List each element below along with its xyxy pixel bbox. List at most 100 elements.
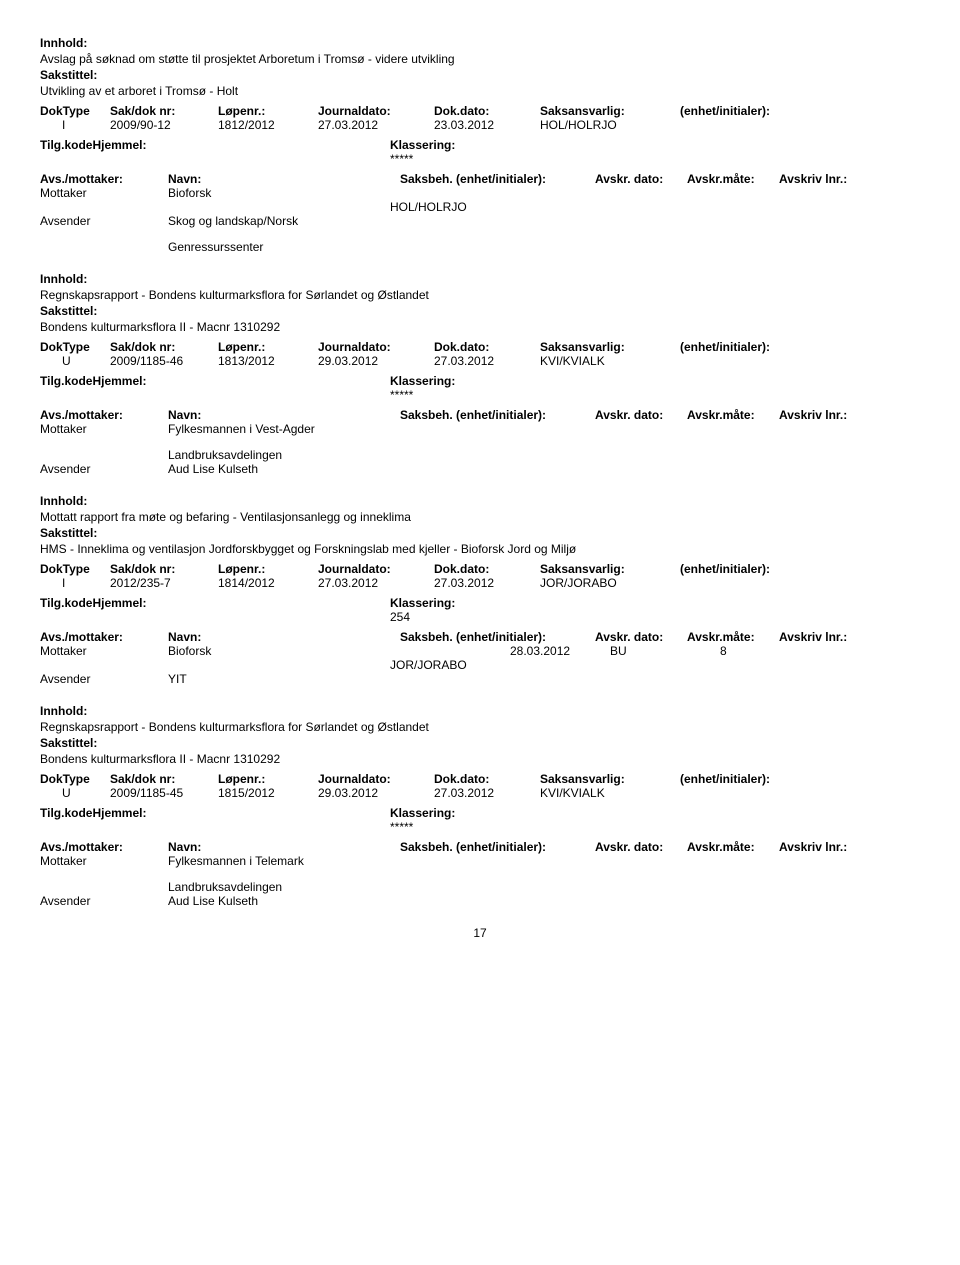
party-avskr-mate [610, 658, 720, 672]
party-role: Avsender [40, 894, 168, 908]
avs-mottaker-label: Avs./mottaker: [40, 840, 168, 854]
navn-label: Navn: [168, 630, 400, 644]
doktype-value: I [40, 576, 65, 590]
avs-mottaker-label: Avs./mottaker: [40, 630, 168, 644]
klassering-value: ***** [390, 820, 920, 834]
tilg-label-cell: Tilg.kodeHjemmel: [40, 806, 390, 820]
party-saksbeh-value [390, 214, 510, 228]
col-sakdok-value: 2009/1185-45 [110, 786, 218, 800]
party-avskr-lnr [720, 854, 920, 868]
party-saksbeh-value: HOL/HOLRJO [390, 200, 510, 214]
party-saksbeh-value [390, 240, 510, 254]
party-avskr-mate [610, 672, 720, 686]
col-dokdato-value: 27.03.2012 [434, 576, 540, 590]
tilg-label-cell: Tilg.kodeHjemmel: [40, 138, 390, 152]
navn-label: Navn: [168, 408, 400, 422]
tilgkode-label: Tilg.kode [40, 806, 92, 820]
party-avskr-dato [510, 880, 610, 894]
col-sakdok-label: Sak/dok nr: [110, 340, 218, 354]
col-journaldato-value: 29.03.2012 [318, 354, 434, 368]
klassering-label: Klassering: [390, 374, 920, 388]
party-avskr-lnr [720, 448, 920, 462]
party-role: Mottaker [40, 422, 168, 436]
party-row: AvsenderYIT [40, 672, 920, 686]
party-saksbeh-value [390, 880, 510, 894]
avskriv-lnr-label: Avskriv lnr.: [779, 840, 920, 854]
party-name: Skog og landskap/Norsk [168, 214, 390, 228]
klassering-label: Klassering: [390, 806, 920, 820]
journal-entry: Innhold:Regnskapsrapport - Bondens kultu… [40, 272, 920, 476]
tilg-klass-value: 254 [40, 610, 920, 624]
party-avskr-dato [510, 448, 610, 462]
party-row: MottakerBioforsk [40, 186, 920, 200]
innhold-label: Innhold: [40, 272, 920, 286]
col-journaldato-label: Journaldato: [318, 562, 434, 576]
party-row: JOR/JORABO [40, 658, 920, 672]
party-avskr-lnr: 8 [720, 644, 920, 658]
party-avskr-mate [610, 240, 720, 254]
col-lopenr-label: Løpenr.: [218, 104, 318, 118]
party-saksbeh-value [390, 186, 510, 200]
col-sakdok-label: Sak/dok nr: [110, 562, 218, 576]
party-saksbeh-value [390, 448, 510, 462]
party-avskr-mate [610, 200, 720, 214]
party-row: AvsenderAud Lise Kulseth [40, 462, 920, 476]
col-sakdok-label: Sak/dok nr: [110, 772, 218, 786]
party-name: Aud Lise Kulseth [168, 462, 390, 476]
doc-value-row: I2012/235-71814/201227.03.201227.03.2012… [40, 576, 920, 590]
col-sakdok-value: 2009/90-12 [110, 118, 218, 132]
col-saksansvarlig-value: KVI/KVIALK [540, 354, 680, 368]
party-avskr-lnr [720, 186, 920, 200]
klassering-label: Klassering: [390, 138, 920, 152]
avskr-dato-label: Avskr. dato: [595, 630, 687, 644]
hjemmel-label: Hjemmel: [92, 374, 146, 388]
klassering-value: ***** [390, 152, 920, 166]
innhold-label: Innhold: [40, 36, 920, 50]
col-doktype-label: DokType [40, 340, 110, 354]
col-sakdok-value: 2009/1185-46 [110, 354, 218, 368]
avs-mottaker-label: Avs./mottaker: [40, 172, 168, 186]
party-avskr-lnr [720, 894, 920, 908]
klassering-label: Klassering: [390, 596, 920, 610]
col-journaldato-label: Journaldato: [318, 340, 434, 354]
col-enhetinit-label: (enhet/initialer): [680, 562, 920, 576]
doc-value-row: U2009/1185-451815/201229.03.201227.03.20… [40, 786, 920, 800]
journal-page: Innhold: Avslag på søknad om støtte til p… [40, 36, 920, 908]
party-saksbeh-value [390, 644, 510, 658]
tilg-klass-header: Tilg.kodeHjemmel:Klassering: [40, 138, 920, 152]
innhold-text: Avslag på søknad om støtte til prosjekte… [40, 52, 920, 66]
sakstittel-text: Bondens kulturmarksflora II - Macnr 1310… [40, 752, 920, 766]
col-saksansvarlig-label: Saksansvarlig: [540, 562, 680, 576]
col-doktype-label: DokType [40, 562, 110, 576]
party-name [168, 658, 390, 672]
avskr-dato-label: Avskr. dato: [595, 840, 687, 854]
col-dokdato-label: Dok.dato: [434, 772, 540, 786]
journal-entry: Innhold:Regnskapsrapport - Bondens kultu… [40, 704, 920, 908]
saksbeh-label: Saksbeh. (enhet/initialer): [400, 172, 570, 186]
hjemmel-label: Hjemmel: [92, 596, 146, 610]
party-avskr-dato [510, 462, 610, 476]
party-row: AvsenderAud Lise Kulseth [40, 894, 920, 908]
col-journaldato-label: Journaldato: [318, 104, 434, 118]
col-sakdok-value: 2012/235-7 [110, 576, 218, 590]
party-saksbeh-value [390, 672, 510, 686]
col-saksansvarlig-label: Saksansvarlig: [540, 340, 680, 354]
klassering-value: 254 [390, 610, 920, 624]
party-avskr-lnr [720, 214, 920, 228]
party-spacer [40, 228, 920, 240]
page-number: 17 [40, 926, 920, 940]
col-saksansvarlig-value: KVI/KVIALK [540, 786, 680, 800]
klassering-value: ***** [390, 388, 920, 402]
col-doktype-label: DokType [40, 104, 110, 118]
party-name: Landbruksavdelingen [168, 880, 390, 894]
party-row: MottakerBioforsk28.03.2012BU8 [40, 644, 920, 658]
party-avskr-mate [610, 186, 720, 200]
party-role [40, 200, 168, 214]
party-avskr-dato [510, 854, 610, 868]
col-enhetinit-value [680, 786, 920, 800]
avskr-mate-label: Avskr.måte: [687, 408, 779, 422]
party-avskr-dato: 28.03.2012 [510, 644, 610, 658]
col-enhetinit-value [680, 576, 920, 590]
avskr-dato-label: Avskr. dato: [595, 172, 687, 186]
party-avskr-mate [610, 448, 720, 462]
